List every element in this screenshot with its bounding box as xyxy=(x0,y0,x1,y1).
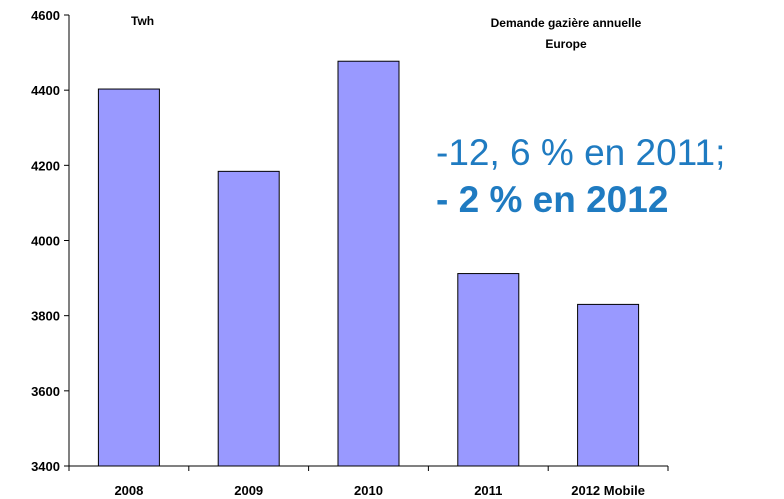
y-axis-ticks: 3400 3600 3800 4000 4200 4400 4600 xyxy=(31,8,69,474)
x-tick-label: 2009 xyxy=(234,483,263,498)
y-tick-label: 4400 xyxy=(31,83,60,98)
x-tick-label: 2010 xyxy=(354,483,383,498)
chart-title-line-1: Demande gazière annuelle xyxy=(491,16,642,30)
annotation-2011-drop: -12, 6 % en 2011; xyxy=(436,132,726,173)
chart-title-line-2: Europe xyxy=(545,37,587,51)
y-tick-label: 4000 xyxy=(31,234,60,249)
bar-2010 xyxy=(337,60,400,467)
bars xyxy=(97,60,640,467)
bar-2012-mobile xyxy=(577,303,640,467)
y-tick-label: 4200 xyxy=(31,158,60,173)
y-tick-label: 3400 xyxy=(31,459,60,474)
y-tick-label: 3800 xyxy=(31,309,60,324)
annotation-2012-drop: - 2 % en 2012 xyxy=(436,179,669,220)
bar-2011 xyxy=(457,273,520,467)
x-tick-label: 2011 xyxy=(474,483,502,498)
y-tick-label: 3600 xyxy=(31,384,60,399)
x-tick-label: 2008 xyxy=(114,483,143,498)
unit-label: Twh xyxy=(131,14,154,28)
bar-2008 xyxy=(97,88,160,467)
bar-2009 xyxy=(217,170,280,467)
x-axis-ticks: 2008 2009 2010 2011 2012 Mobile xyxy=(68,466,669,498)
y-tick-label: 4600 xyxy=(31,8,60,23)
x-tick-label: 2012 Mobile xyxy=(571,483,645,498)
